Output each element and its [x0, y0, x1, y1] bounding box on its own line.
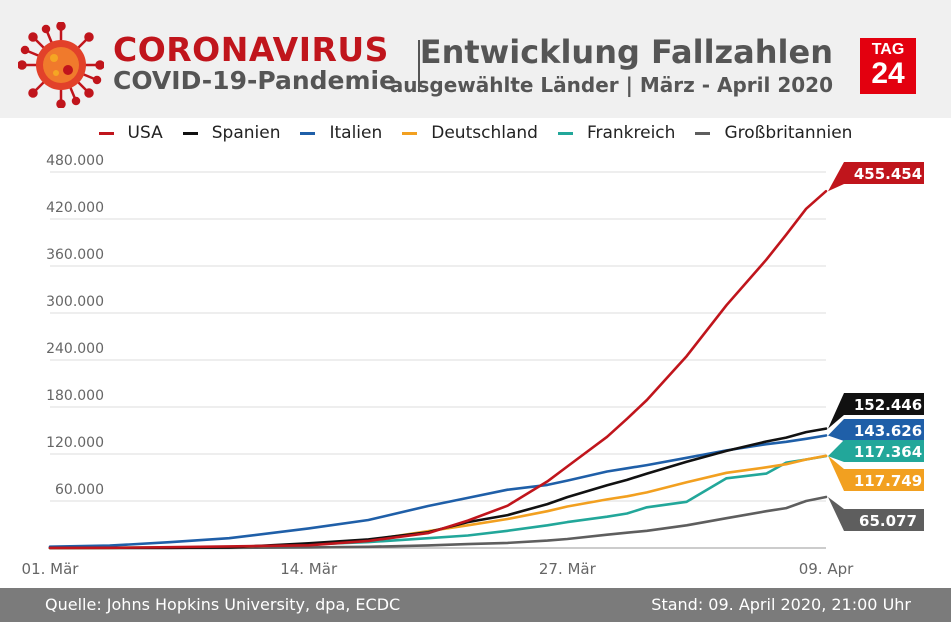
y-tick-label: 480.000 — [46, 153, 104, 169]
y-tick-label: 300.000 — [46, 294, 104, 310]
legend-swatch — [300, 131, 316, 135]
legend-swatch — [98, 131, 114, 135]
logo-text-bottom: 24 — [871, 57, 905, 90]
series-line-italien — [48, 434, 828, 549]
coronavirus-icon — [18, 22, 104, 108]
footer: Quelle: Johns Hopkins University, dpa, E… — [0, 588, 951, 622]
value-label-box-spanien — [828, 393, 924, 429]
legend-item-usa: USA — [98, 123, 163, 143]
legend-label: Spanien — [211, 123, 281, 143]
legend-swatch — [557, 131, 573, 135]
legend-item-deutschland: Deutschland — [402, 123, 538, 143]
source-text: Quelle: Johns Hopkins University, dpa, E… — [45, 595, 401, 614]
value-label-italien: 143.626 — [854, 422, 922, 440]
tag24-logo[interactable]: TAG 24 — [860, 38, 916, 94]
line-chart: 60.000 120.000 180.000 240.000 300.000 360.00… — [22, 153, 924, 578]
header-divider — [418, 40, 420, 92]
legend-item-spanien: Spanien — [182, 123, 281, 143]
subtitle: COVID-19-Pandemie — [113, 66, 397, 95]
header: CORONAVIRUS COVID-19-Pandemie Entwicklun… — [0, 0, 951, 118]
legend-item-frankreich: Frankreich — [557, 123, 676, 143]
legend-swatch — [402, 131, 418, 135]
value-label-box-frankreich — [828, 440, 924, 462]
date-text: Stand: 09. April 2020, 21:00 Uhr — [651, 595, 911, 614]
value-label-box-italien — [828, 419, 924, 441]
title: CORONAVIRUS — [113, 30, 389, 69]
series-line-deutschland — [48, 454, 828, 550]
legend-item-grossbritannien: Großbritannien — [695, 123, 852, 143]
value-label-deutschland: 117.749 — [854, 472, 922, 490]
y-tick-label: 240.000 — [46, 341, 104, 357]
legend-swatch — [182, 131, 198, 135]
chart-subheading: ausgewählte Länder | März - April 2020 — [389, 73, 833, 97]
value-label-grossbritannien: 65.077 — [859, 512, 917, 530]
series-line-frankreich — [48, 454, 828, 550]
value-label-spanien: 152.446 — [854, 396, 922, 414]
x-tick-label: 14. Mär — [280, 560, 338, 578]
legend-label: Deutschland — [431, 123, 538, 143]
x-tick-label: 01. Mär — [22, 560, 80, 578]
value-label-frankreich: 117.364 — [854, 443, 922, 461]
legend-label: USA — [127, 123, 163, 143]
chart-heading: Entwicklung Fallzahlen — [419, 33, 833, 71]
legend-item-italien: Italien — [300, 123, 382, 143]
legend-label: Italien — [329, 123, 383, 143]
y-tick-label: 120.000 — [46, 435, 104, 451]
value-label-box-deutschland — [828, 455, 924, 491]
y-tick-label: 180.000 — [46, 388, 104, 404]
y-tick-label: 60.000 — [55, 482, 104, 498]
legend-swatch — [695, 131, 711, 135]
x-tick-label: 09. Apr — [799, 560, 854, 578]
legend-label: Großbritannien — [724, 123, 853, 143]
value-label-box-usa — [828, 162, 924, 192]
chart-legend: USA Spanien Italien Deutschland Frankreich Gr… — [0, 118, 951, 148]
x-tick-label: 27. Mär — [539, 560, 597, 578]
value-label-box-grossbritannien — [828, 497, 924, 531]
series-line-usa — [48, 189, 828, 550]
legend-label: Frankreich — [586, 123, 676, 143]
y-tick-label: 360.000 — [46, 247, 104, 263]
logo-text-top: TAG — [871, 41, 905, 58]
value-label-usa: 455.454 — [854, 165, 922, 183]
y-tick-label: 420.000 — [46, 200, 104, 216]
